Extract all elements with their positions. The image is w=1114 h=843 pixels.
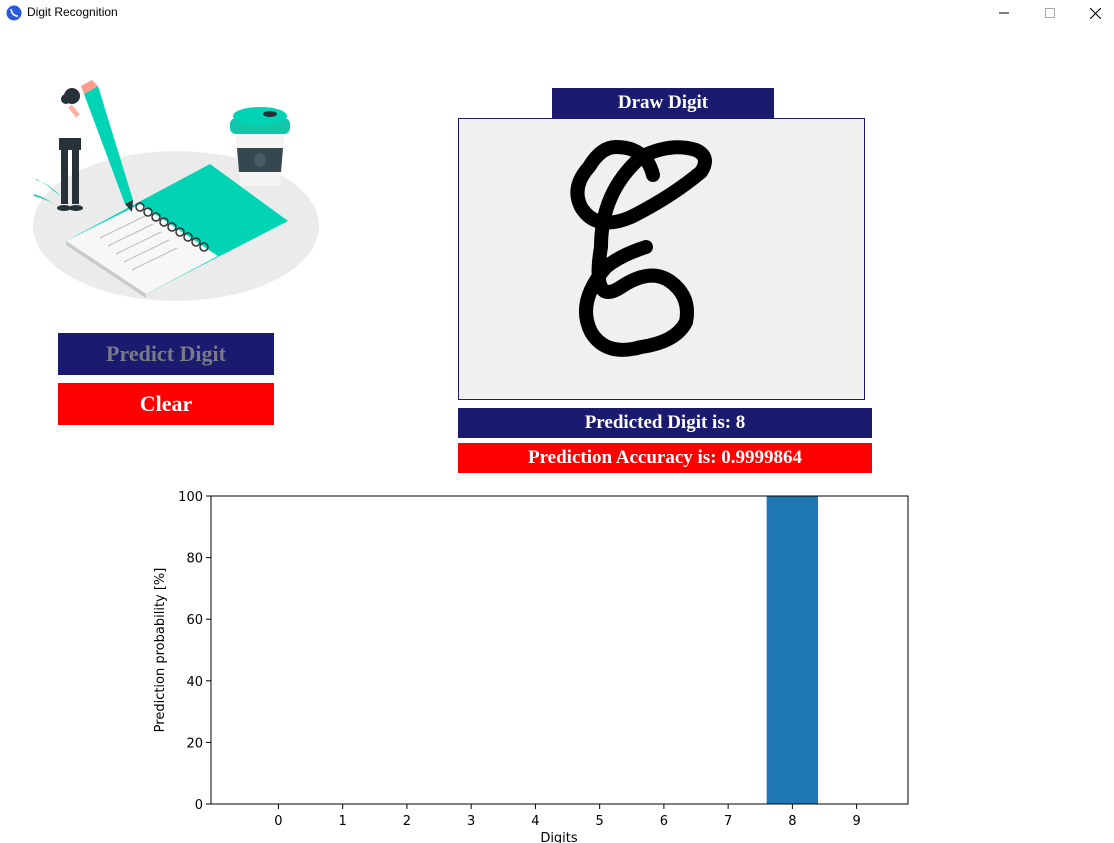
clear-button[interactable]: Clear: [58, 383, 274, 425]
handwritten-digit-stroke: [570, 140, 712, 357]
x-tick-label: 9: [852, 814, 860, 829]
y-tick-label: 20: [186, 736, 203, 751]
drawing-canvas[interactable]: [458, 118, 865, 400]
bar-digit-8: [766, 496, 819, 804]
minimize-button[interactable]: [981, 0, 1027, 26]
maximize-icon: [1045, 8, 1055, 18]
prediction-accuracy-label: Prediction Accuracy is: 0.9999864: [458, 443, 872, 473]
y-tick-label: 100: [178, 490, 203, 505]
y-tick-label: 0: [195, 798, 203, 813]
plot-frame: [210, 495, 909, 805]
window-title: Digit Recognition: [27, 5, 118, 19]
x-tick-label: 6: [660, 814, 668, 829]
x-axis-label: Digits: [540, 831, 578, 843]
writing-illustration: [33, 80, 319, 301]
x-tick-label: 8: [788, 814, 796, 829]
minimize-icon: [999, 12, 1009, 14]
predicted-digit-label: Predicted Digit is: 8: [458, 408, 872, 438]
x-tick-label: 3: [467, 814, 475, 829]
y-axis-label: Prediction probability [%]: [153, 568, 168, 733]
x-tick-label: 5: [596, 814, 604, 829]
title-bar: Digit Recognition: [0, 0, 1114, 26]
maximize-button[interactable]: [1027, 0, 1073, 26]
x-tick-label: 2: [403, 814, 411, 829]
app-icon: [6, 5, 22, 21]
draw-digit-label: Draw Digit: [552, 88, 774, 118]
predict-digit-button[interactable]: Predict Digit: [58, 333, 274, 375]
close-button[interactable]: [1072, 0, 1114, 26]
x-tick-label: 0: [274, 814, 282, 829]
x-tick-label: 1: [339, 814, 347, 829]
x-tick-label: 4: [531, 814, 539, 829]
close-icon: [1089, 7, 1101, 19]
y-tick-label: 40: [186, 675, 203, 690]
x-tick-label: 7: [724, 814, 732, 829]
y-tick-label: 80: [186, 552, 203, 567]
y-tick-label: 60: [186, 613, 203, 628]
probability-bar-chart: 0 20 40 60 80 100 0 1 2 3 4 5 6 7 8 9 Prediction proba…: [153, 490, 909, 843]
